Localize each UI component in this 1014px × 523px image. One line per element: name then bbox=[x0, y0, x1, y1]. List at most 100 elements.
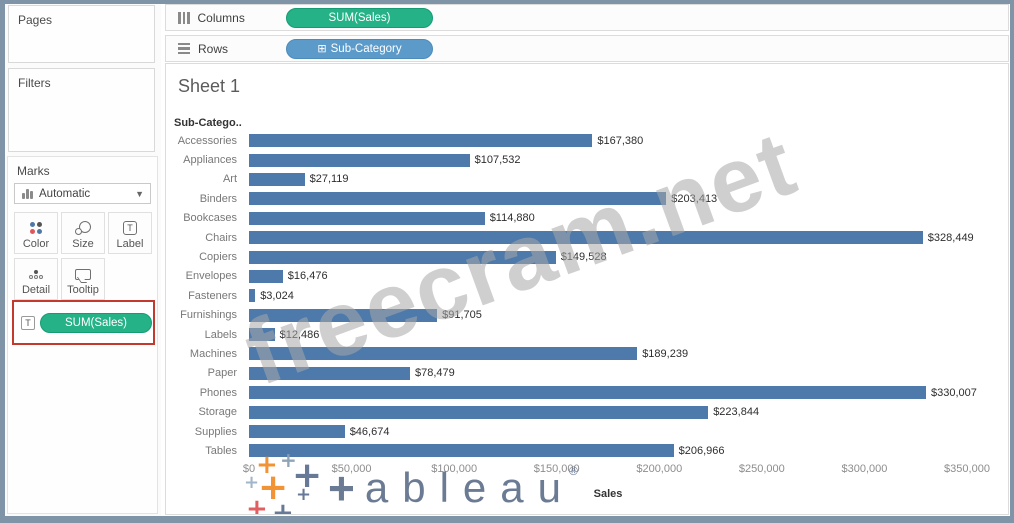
bar-row: Phones $330,007 bbox=[166, 383, 1008, 402]
bar-rows: Accessories $167,380 Appliances $107,532 Art… bbox=[166, 131, 1008, 461]
bar[interactable] bbox=[249, 172, 305, 186]
bar[interactable] bbox=[249, 231, 923, 245]
marks-sum-sales-pill[interactable]: SUM(Sales) bbox=[40, 313, 152, 333]
value-label: $330,007 bbox=[931, 386, 977, 399]
bar-row: Appliances $107,532 bbox=[166, 150, 1008, 169]
color-icon bbox=[30, 218, 42, 238]
label-icon: T bbox=[123, 218, 137, 238]
bar-row: Tables $206,966 bbox=[166, 441, 1008, 460]
marks-card: Marks Automatic ▼ Color Size bbox=[7, 156, 158, 514]
label-button[interactable]: T Label bbox=[108, 212, 152, 254]
bar-row: Bookcases $114,880 bbox=[166, 209, 1008, 228]
tooltip-icon bbox=[75, 264, 91, 284]
value-label: $12,486 bbox=[279, 328, 320, 341]
category-label[interactable]: Storage bbox=[198, 406, 237, 419]
category-label[interactable]: Accessories bbox=[177, 134, 237, 147]
bar[interactable] bbox=[249, 192, 667, 206]
row-axis-header[interactable]: Sub-Catego.. bbox=[174, 117, 242, 129]
bar[interactable] bbox=[249, 211, 485, 225]
columns-label: Columns bbox=[197, 10, 245, 25]
size-label: Size bbox=[72, 238, 94, 250]
bar[interactable] bbox=[249, 405, 709, 419]
x-axis-ticks: $0 $50,000 $100,000 $150,000 $200,000 $250,00… bbox=[243, 463, 990, 477]
rows-sub-category-pill[interactable]: ⊞ Sub-Category bbox=[286, 39, 433, 59]
category-label[interactable]: Paper bbox=[207, 367, 237, 380]
color-button[interactable]: Color bbox=[14, 212, 58, 254]
bar[interactable] bbox=[249, 250, 556, 264]
pages-label: Pages bbox=[18, 13, 53, 27]
bar-row: Copiers $149,528 bbox=[166, 247, 1008, 266]
tableau-plus-cluster-icon: + + + + + + + + + bbox=[244, 448, 323, 515]
workspace: Pages Filters Marks Automatic ▼ Color bbox=[5, 4, 1010, 516]
filters-label: Filters bbox=[18, 76, 51, 90]
x-tick-label: $250,000 bbox=[738, 463, 785, 475]
detail-icon bbox=[29, 264, 43, 284]
bar[interactable] bbox=[249, 269, 283, 283]
value-label: $114,880 bbox=[489, 212, 535, 225]
x-tick-label: $0 bbox=[242, 463, 256, 475]
x-axis-title: Sales bbox=[593, 488, 623, 500]
category-label[interactable]: Tables bbox=[205, 444, 237, 457]
bar-row: Envelopes $16,476 bbox=[166, 267, 1008, 286]
value-label: $107,532 bbox=[474, 154, 521, 167]
category-label[interactable]: Appliances bbox=[183, 154, 237, 167]
category-label[interactable]: Supplies bbox=[194, 425, 237, 438]
bar-row: Storage $223,844 bbox=[166, 402, 1008, 421]
x-tick-label: $150,000 bbox=[533, 463, 580, 475]
bar-row: Art $27,119 bbox=[166, 170, 1008, 189]
value-label: $189,239 bbox=[642, 347, 689, 360]
category-label[interactable]: Copiers bbox=[199, 251, 237, 264]
rows-shelf[interactable]: Rows ⊞ Sub-Category bbox=[165, 35, 1009, 62]
bar[interactable] bbox=[249, 289, 256, 303]
bar-row: Labels $12,486 bbox=[166, 325, 1008, 344]
value-label: $91,705 bbox=[442, 309, 482, 322]
bar[interactable] bbox=[249, 366, 410, 380]
value-label: $27,119 bbox=[309, 173, 349, 186]
value-label: $3,024 bbox=[260, 289, 294, 302]
pages-shelf[interactable]: Pages bbox=[8, 5, 155, 63]
bar[interactable] bbox=[249, 153, 470, 167]
tooltip-button[interactable]: Tooltip bbox=[61, 258, 105, 300]
mark-type-dropdown[interactable]: Automatic ▼ bbox=[14, 183, 151, 204]
bar[interactable] bbox=[249, 134, 593, 148]
rows-label: Rows bbox=[198, 41, 229, 56]
rows-icon bbox=[178, 42, 190, 55]
columns-shelf[interactable]: Columns SUM(Sales) bbox=[165, 4, 1009, 31]
bar[interactable] bbox=[249, 425, 345, 439]
x-tick-label: $200,000 bbox=[636, 463, 683, 475]
value-label: $78,479 bbox=[415, 367, 455, 380]
filters-shelf[interactable]: Filters bbox=[8, 68, 155, 152]
category-label[interactable]: Bookcases bbox=[183, 212, 237, 225]
label-label: Label bbox=[116, 238, 144, 250]
bar[interactable] bbox=[249, 328, 275, 342]
size-icon bbox=[75, 218, 91, 238]
bar[interactable] bbox=[249, 308, 438, 322]
detail-button[interactable]: Detail bbox=[14, 258, 58, 300]
x-tick-label: $50,000 bbox=[331, 463, 372, 475]
bar-row: Supplies $46,674 bbox=[166, 422, 1008, 441]
size-button[interactable]: Size bbox=[61, 212, 105, 254]
left-panel: Pages Filters Marks Automatic ▼ Color bbox=[5, 4, 161, 516]
bar-row: Accessories $167,380 bbox=[166, 131, 1008, 150]
bar-row: Chairs $328,449 bbox=[166, 228, 1008, 247]
bar[interactable] bbox=[249, 386, 926, 400]
bar[interactable] bbox=[249, 347, 638, 361]
bar[interactable] bbox=[249, 444, 674, 458]
columns-sum-sales-pill[interactable]: SUM(Sales) bbox=[286, 8, 433, 28]
category-label[interactable]: Phones bbox=[199, 386, 237, 399]
category-label[interactable]: Art bbox=[222, 173, 237, 186]
category-label[interactable]: Fasteners bbox=[188, 289, 237, 302]
category-label[interactable]: Labels bbox=[204, 328, 237, 341]
color-label: Color bbox=[22, 238, 50, 250]
category-label[interactable]: Binders bbox=[199, 192, 237, 205]
marks-title: Marks bbox=[17, 164, 50, 178]
sheet-title: Sheet 1 bbox=[178, 76, 241, 96]
category-label[interactable]: Machines bbox=[189, 347, 237, 360]
value-label: $206,966 bbox=[678, 444, 725, 457]
category-label[interactable]: Chairs bbox=[205, 231, 237, 244]
automatic-mark-icon bbox=[22, 188, 33, 199]
value-label: $149,528 bbox=[560, 251, 607, 264]
category-label[interactable]: Envelopes bbox=[185, 270, 237, 283]
category-label[interactable]: Furnishings bbox=[180, 309, 237, 322]
